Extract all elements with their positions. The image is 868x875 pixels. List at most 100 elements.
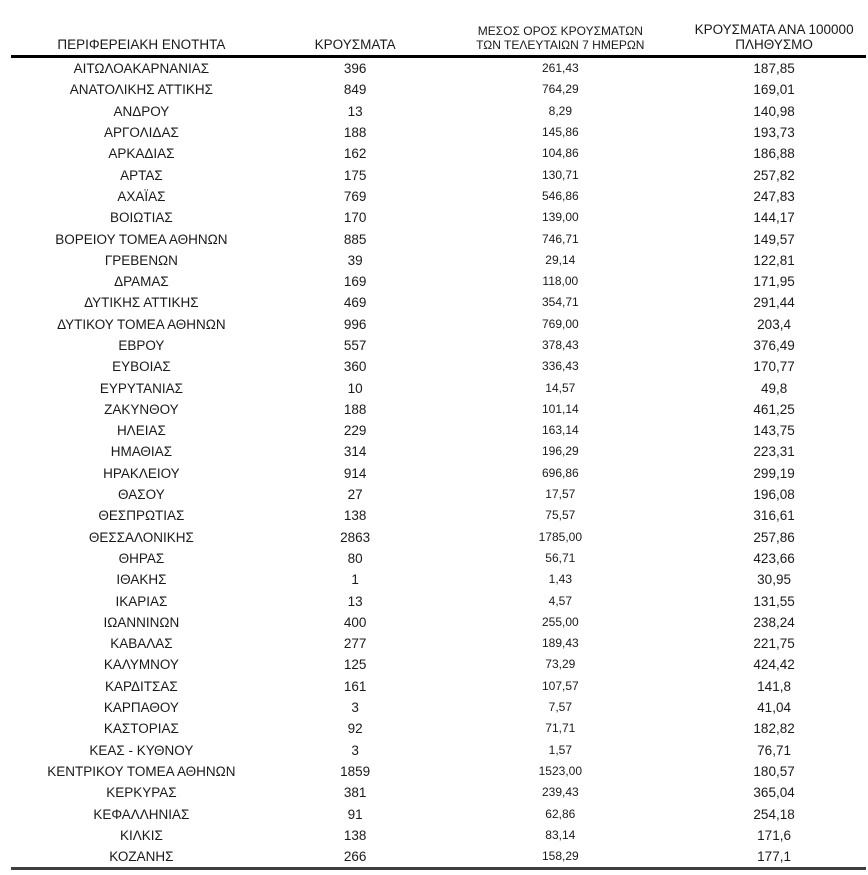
avg-7day-cell: 62,86 [545, 806, 576, 821]
per-100000-cell: 203,4 [757, 316, 791, 332]
per-100000-cell: 254,18 [753, 806, 795, 822]
avg-7day-cell: 764,29 [541, 82, 579, 97]
region-cell: ΔΥΤΙΚΟΥ ΤΟΜΕΑ ΑΘΗΝΩΝ [57, 316, 226, 332]
cases-cell: 13 [347, 593, 363, 609]
avg-7day-cell: 118,00 [542, 274, 579, 289]
per-100000-cell: 171,95 [753, 274, 795, 290]
cases-cell: 10 [347, 380, 363, 396]
avg-7day-cell: 75,57 [545, 508, 576, 523]
region-cell: ΚΟΖΑΝΗΣ [109, 849, 174, 865]
cases-cell: 3 [351, 742, 359, 758]
table-row: ΘΕΣΠΡΩΤΙΑΣ 138 75,57 316,61 [11, 505, 866, 526]
cases-cell: 469 [343, 295, 367, 311]
cases-cell: 314 [343, 444, 367, 460]
avg-7day-cell: 163,14 [541, 423, 579, 438]
cases-cell: 91 [347, 806, 363, 822]
region-cell: ΕΒΡΟΥ [118, 338, 165, 353]
table-row: ΒΟΙΩΤΙΑΣ 170 139,00 144,17 [11, 207, 866, 228]
region-cell: ΒΟΡΕΙΟΥ ΤΟΜΕΑ ΑΘΗΝΩΝ [55, 231, 228, 247]
avg-7day-cell: 378,43 [541, 338, 579, 352]
per-100000-cell: 30,95 [757, 572, 791, 588]
per-100000-cell: 169,01 [753, 82, 795, 98]
avg-7day-cell: 255,00 [541, 614, 579, 629]
table-row: ΚΟΖΑΝΗΣ 266 158,29 177,1 [11, 846, 866, 869]
region-cell: ΔΡΑΜΑΣ [114, 274, 169, 290]
per-100000-cell: 424,42 [753, 657, 795, 673]
region-cell: ΘΕΣΣΑΛΟΝΙΚΗΣ [88, 529, 194, 545]
avg-7day-cell: 196,29 [541, 444, 579, 459]
avg-7day-cell: 696,86 [541, 465, 579, 480]
per-100000-cell: 182,82 [753, 721, 795, 737]
region-cell: ΚΑΣΤΟΡΙΑΣ [103, 721, 179, 737]
cases-cell: 169 [343, 274, 367, 290]
cases-cell: 996 [343, 316, 367, 332]
region-cell: ΘΕΣΠΡΩΤΙΑΣ [98, 508, 185, 524]
avg-7day-cell: 145,86 [541, 125, 579, 140]
cases-cell: 92 [347, 721, 363, 737]
table-row: ΘΕΣΣΑΛΟΝΙΚΗΣ 2863 1785,00 257,86 [11, 527, 866, 548]
table-row: ΙΩΑΝΝΙΝΩΝ 400 255,00 238,24 [11, 612, 866, 633]
avg-7day-cell: 261,43 [541, 61, 579, 76]
table-row: ΕΥΒΟΙΑΣ 360 336,43 170,77 [11, 356, 866, 377]
table-row: ΔΥΤΙΚΟΥ ΤΟΜΕΑ ΑΘΗΝΩΝ 996 769,00 203,4 [11, 314, 866, 335]
table-row: ΘΗΡΑΣ 80 56,71 423,66 [11, 548, 866, 569]
cases-cell: 80 [347, 550, 363, 566]
region-cell: ΙΚΑΡΙΑΣ [115, 593, 168, 609]
per-100000-cell: 291,44 [753, 295, 795, 311]
cases-cell: 162 [343, 146, 367, 162]
per-100000-cell: 171,6 [757, 827, 791, 843]
table-row: ΚΑΣΤΟΡΙΑΣ 92 71,71 182,82 [11, 718, 866, 739]
col-header-cases-per-100000: ΚΡΟΥΣΜΑΤΑ ΑΝΑ 100000 ΠΛΗΘΥΣΜΟ [682, 6, 866, 58]
table-row: ΑΡΓΟΛΙΔΑΣ 188 145,86 193,73 [11, 122, 866, 143]
avg-7day-cell: 1785,00 [538, 529, 583, 544]
per-100000-cell: 257,86 [753, 529, 795, 545]
per-100000-cell: 144,17 [753, 210, 795, 226]
avg-7day-cell: 71,71 [545, 721, 576, 736]
region-cell: ΑΝΑΤΟΛΙΚΗΣ ΑΤΤΙΚΗΣ [69, 82, 213, 98]
region-cell: ΚΑΒΑΛΑΣ [110, 636, 173, 652]
cases-cell: 161 [343, 678, 367, 694]
table-row: ΕΥΡΥΤΑΝΙΑΣ 10 14,57 49,8 [11, 377, 866, 398]
table-row: ΚΑΒΑΛΑΣ 277 189,43 221,75 [11, 633, 866, 654]
per-100000-cell: 299,19 [753, 465, 795, 481]
region-cell: ΓΡΕΒΕΝΩΝ [104, 252, 178, 268]
avg-7day-cell: 139,00 [541, 210, 579, 225]
table-row: ΗΛΕΙΑΣ 229 163,14 143,75 [11, 420, 866, 441]
per-100000-cell: 423,66 [753, 550, 795, 566]
per-100000-cell: 122,81 [753, 252, 795, 268]
avg-7day-cell: 101,14 [541, 401, 579, 416]
region-cell: ΑΡΚΑΔΙΑΣ [108, 146, 175, 162]
table-row: ΔΥΤΙΚΗΣ ΑΤΤΙΚΗΣ 469 354,71 291,44 [11, 292, 866, 313]
region-cell: ΙΩΑΝΝΙΝΩΝ [103, 614, 180, 630]
table-row: ΖΑΚΥΝΘΟΥ 188 101,14 461,25 [11, 399, 866, 420]
table-row: ΑΡΤΑΣ 175 130,71 257,82 [11, 164, 866, 185]
cases-cell: 885 [343, 231, 367, 247]
cases-cell: 381 [343, 785, 367, 801]
region-cell: ΒΟΙΩΤΙΑΣ [110, 210, 173, 226]
region-cell: ΗΛΕΙΑΣ [116, 423, 166, 439]
cases-cell: 27 [347, 487, 363, 503]
per-100000-cell: 49,8 [760, 380, 788, 396]
table-row: ΓΡΕΒΕΝΩΝ 39 29,14 122,81 [11, 250, 866, 271]
per-100000-cell: 257,82 [753, 167, 795, 183]
table-row: ΑΙΤΩΛΟΑΚΑΡΝΑΝΙΑΣ 396 261,43 187,85 [11, 57, 866, 80]
region-cell: ΘΑΣΟΥ [118, 487, 165, 503]
per-100000-cell: 193,73 [753, 125, 795, 141]
cases-cell: 2863 [340, 529, 371, 545]
region-cell: ΑΙΤΩΛΟΑΚΑΡΝΑΝΙΑΣ [73, 61, 210, 77]
per-100000-cell: 149,57 [753, 231, 795, 247]
cases-cell: 229 [343, 423, 367, 439]
cases-cell: 170 [343, 210, 367, 226]
avg-7day-cell: 769,00 [541, 316, 579, 331]
per-100000-cell: 187,85 [753, 61, 795, 77]
cases-cell: 125 [343, 657, 367, 673]
avg-7day-cell: 1,57 [548, 742, 572, 757]
table-row: ΙΚΑΡΙΑΣ 13 4,57 131,55 [11, 590, 866, 611]
avg-7day-cell: 546,86 [541, 188, 579, 203]
table-row: ΔΡΑΜΑΣ 169 118,00 171,95 [11, 271, 866, 292]
region-cell: ΑΝΔΡΟΥ [113, 103, 170, 119]
table-row: ΑΡΚΑΔΙΑΣ 162 104,86 186,88 [11, 143, 866, 164]
per-100000-cell: 131,55 [753, 593, 795, 609]
avg-7day-cell: 130,71 [541, 167, 579, 182]
avg-7day-cell: 746,71 [541, 231, 579, 246]
